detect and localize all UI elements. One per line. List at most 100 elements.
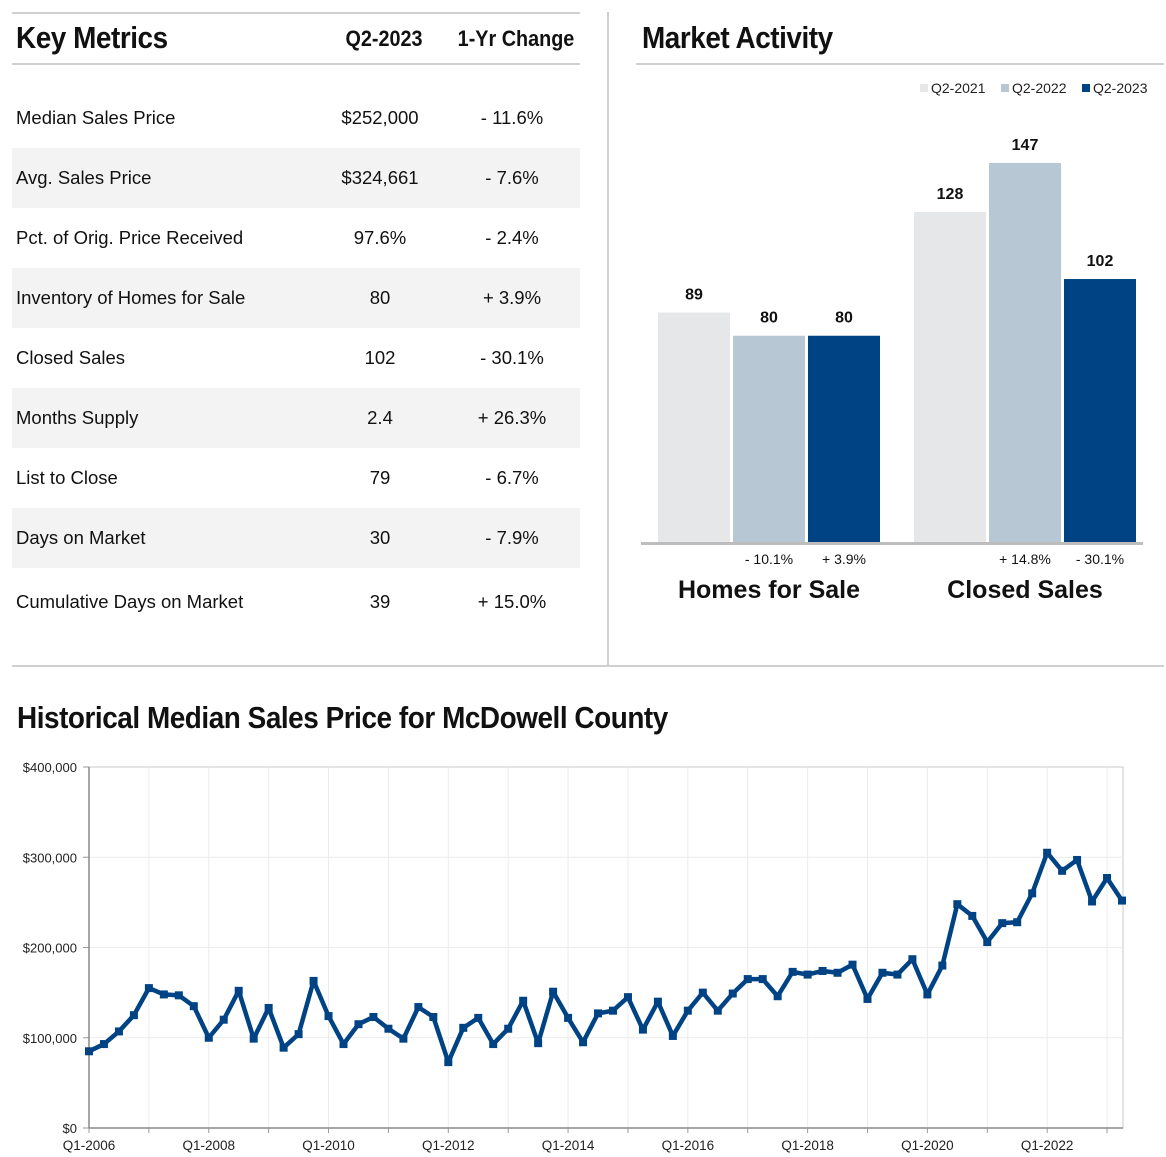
data-point <box>234 986 243 995</box>
metric-label: Inventory of Homes for Sale <box>16 287 246 308</box>
data-point <box>354 1020 363 1029</box>
data-point <box>818 966 827 975</box>
metric-row: Months Supply 2.4 + 26.3% <box>12 388 580 448</box>
legend-swatch-q2-2021 <box>920 84 928 92</box>
data-point <box>369 1012 378 1021</box>
data-point <box>549 987 558 996</box>
data-point <box>204 1033 213 1042</box>
metric-label: Pct. of Orig. Price Received <box>16 227 244 248</box>
x-tick-label: Q1-2006 <box>63 1138 116 1153</box>
y-tick-label: $0 <box>63 1121 77 1136</box>
data-point <box>519 996 528 1005</box>
legend-label-q2-2023: Q2-2023 <box>1093 80 1148 96</box>
data-point <box>594 1009 603 1018</box>
bar-homes-for-sale-q2-2022 <box>733 335 805 542</box>
data-point <box>758 975 767 984</box>
data-point <box>923 990 932 999</box>
data-point <box>953 900 962 909</box>
data-point <box>324 1012 333 1021</box>
bar-closed-sales-q2-2023 <box>1064 279 1136 542</box>
data-point <box>1118 896 1126 905</box>
legend-label-q2-2022: Q2-2022 <box>1012 80 1067 96</box>
metric-label: Closed Sales <box>16 347 126 368</box>
x-tick-label: Q1-2016 <box>662 1138 715 1153</box>
metric-row: Closed Sales 102 - 30.1% <box>12 328 580 388</box>
data-point <box>444 1058 453 1067</box>
data-point <box>384 1024 393 1033</box>
data-point <box>189 1002 198 1011</box>
data-point <box>743 975 752 984</box>
historical-price-chart: $0 $100,000 $200,000 $300,000 $400,000 Q1-200… <box>23 760 1126 1153</box>
metric-change: - 30.1% <box>480 347 544 368</box>
column-header-period: Q2-2023 <box>345 26 423 51</box>
data-point <box>474 1013 483 1022</box>
x-tick-label: Q1-2014 <box>542 1138 595 1153</box>
bar-value-label: 102 <box>1087 253 1114 270</box>
data-point <box>713 1006 722 1015</box>
metric-change: - 7.6% <box>485 167 539 188</box>
data-point <box>99 1040 108 1049</box>
metric-value: 39 <box>369 591 391 612</box>
data-point <box>1103 874 1112 883</box>
data-point <box>174 991 183 1000</box>
data-point <box>309 976 318 985</box>
metric-label: Avg. Sales Price <box>16 167 152 188</box>
data-point <box>294 1030 303 1039</box>
legend-swatch-q2-2022 <box>1001 84 1009 92</box>
y-tick-label: $100,000 <box>23 1031 77 1046</box>
data-point <box>848 960 857 969</box>
data-point <box>698 988 707 997</box>
change-label: - 10.1% <box>745 551 793 567</box>
bar-value-label: 147 <box>1012 137 1039 154</box>
data-point <box>638 1025 647 1034</box>
metric-value: 102 <box>364 347 396 368</box>
data-point <box>489 1040 498 1049</box>
x-tick-label: Q1-2020 <box>901 1138 954 1153</box>
data-point <box>938 961 947 970</box>
metric-row: Inventory of Homes for Sale 80 + 3.9% <box>12 268 580 328</box>
bar-value-label: 89 <box>685 287 703 304</box>
data-point <box>1013 918 1022 927</box>
metric-row: Cumulative Days on Market 39 + 15.0% <box>12 572 580 632</box>
key-metrics-top-rule <box>12 12 580 14</box>
data-point <box>534 1039 543 1048</box>
data-point <box>429 1012 438 1021</box>
metric-value: 30 <box>369 527 391 548</box>
metric-value: $324,661 <box>341 167 419 188</box>
market-activity-title: Market Activity <box>642 20 833 55</box>
data-point <box>1028 889 1037 898</box>
data-point <box>1043 848 1052 857</box>
category-label: Homes for Sale <box>678 576 860 604</box>
historical-title: Historical Median Sales Price for McDowe… <box>17 700 668 735</box>
metric-row: Days on Market 30 - 7.9% <box>12 508 580 568</box>
metric-change: - 2.4% <box>485 227 539 248</box>
metric-label: Months Supply <box>16 407 139 428</box>
bar-closed-sales-q2-2022 <box>989 163 1061 542</box>
metric-row: List to Close 79 - 6.7% <box>12 448 580 508</box>
legend-label-q2-2021: Q2-2021 <box>931 80 986 96</box>
x-tick-label: Q1-2010 <box>302 1138 355 1153</box>
x-tick-label: Q1-2022 <box>1021 1138 1074 1153</box>
data-point <box>623 993 632 1002</box>
change-label: + 14.8% <box>999 551 1051 567</box>
metric-value: 80 <box>369 287 391 308</box>
vertical-divider <box>607 12 609 666</box>
metric-label: List to Close <box>16 467 118 488</box>
data-point <box>129 1011 138 1020</box>
market-activity-chart: Q2-2021 Q2-2022 Q2-2023 89 80 80 - 10.1% + 3.9%… <box>641 80 1148 604</box>
bar-value-label: 128 <box>937 186 964 203</box>
header-rule <box>12 63 580 65</box>
metric-label: Days on Market <box>16 527 146 548</box>
data-point <box>803 970 812 979</box>
horizontal-divider <box>12 665 1164 667</box>
metric-change: - 11.6% <box>480 107 544 128</box>
metric-change: + 15.0% <box>477 591 547 612</box>
data-point <box>863 994 872 1003</box>
baseline-axis <box>641 542 1143 545</box>
data-point <box>608 1006 617 1015</box>
bar-value-label: 80 <box>835 310 853 327</box>
y-tick-label: $400,000 <box>23 760 77 775</box>
data-point <box>653 997 662 1006</box>
metric-value: 79 <box>369 467 391 488</box>
data-point <box>159 990 168 999</box>
